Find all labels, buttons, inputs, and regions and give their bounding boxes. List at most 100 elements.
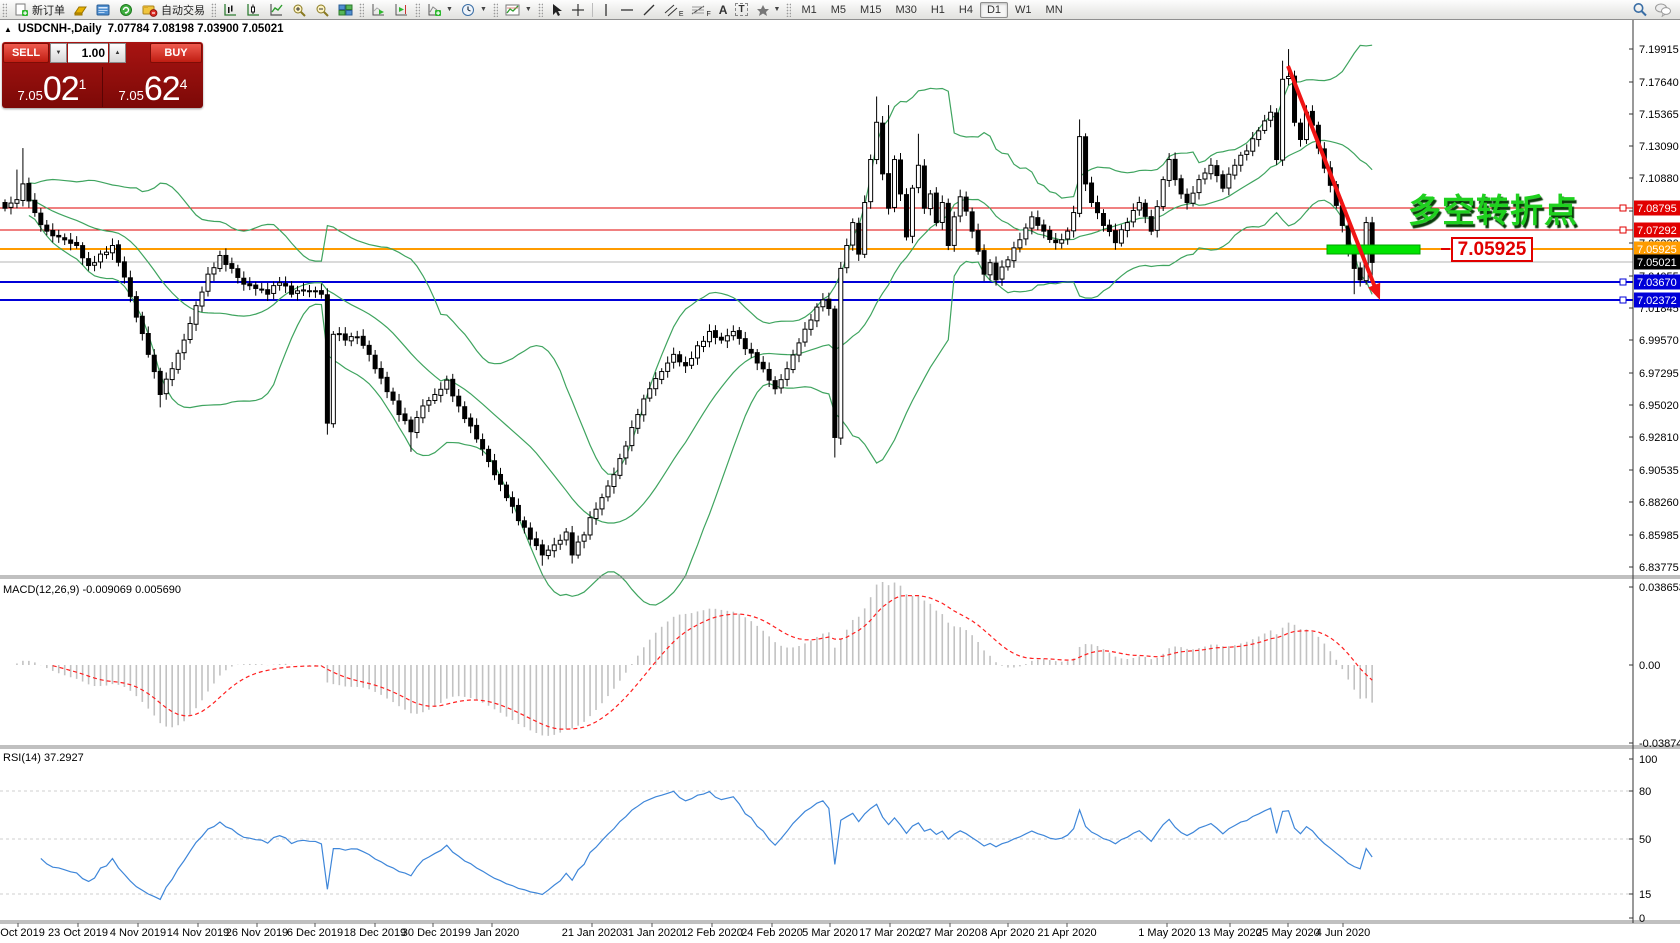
tab-timeframe-d1[interactable]: D1: [979, 1, 1009, 18]
toolbar-grip[interactable]: [492, 2, 498, 17]
candlestick-button[interactable]: [242, 0, 265, 19]
text-button[interactable]: A: [715, 0, 732, 19]
svg-text:13 May 2020: 13 May 2020: [1198, 927, 1262, 939]
svg-text:6.97295: 6.97295: [1639, 368, 1679, 380]
svg-text:6.95020: 6.95020: [1639, 400, 1679, 412]
channel-button[interactable]: E: [660, 0, 688, 19]
tab-timeframe-h4[interactable]: H4: [958, 3, 973, 16]
profiles-button[interactable]: [92, 0, 115, 19]
vertical-line-icon: [605, 3, 607, 16]
tile-windows-button[interactable]: [334, 0, 357, 19]
svg-text:0.038653: 0.038653: [1639, 582, 1680, 594]
volume-input[interactable]: [68, 43, 108, 63]
buy-price-button[interactable]: 7.05 62 4: [103, 72, 203, 107]
trendline-button[interactable]: [638, 0, 660, 19]
toolbar-grip[interactable]: [2, 2, 7, 17]
cursor-button[interactable]: [546, 0, 567, 19]
svg-text:14 Nov 2019: 14 Nov 2019: [167, 927, 229, 939]
line-chart-button[interactable]: [265, 0, 288, 19]
svg-text:6.88260: 6.88260: [1639, 497, 1679, 509]
chart-template-button[interactable]: ▼: [501, 0, 536, 19]
autotrading-icon: [142, 5, 158, 17]
zoom-in-button[interactable]: [288, 0, 311, 19]
svg-text:4 Jun 2020: 4 Jun 2020: [1316, 927, 1370, 939]
horizontal-line-button[interactable]: [616, 0, 638, 19]
tab-timeframe-w1[interactable]: W1: [1015, 3, 1032, 16]
chart-symbol-period: USDCNH-,Daily: [17, 23, 102, 35]
tab-timeframe-h1[interactable]: H1: [930, 3, 945, 16]
turning-point-annotation: 多空转折点: [1408, 192, 1578, 229]
arrows-shapes-icon: [756, 4, 769, 16]
cursor-icon: [552, 3, 562, 16]
arrows-button[interactable]: ▼: [752, 0, 785, 19]
sell-price-button[interactable]: 7.05 02 1: [2, 72, 102, 107]
svg-text:6 Dec 2019: 6 Dec 2019: [287, 927, 343, 939]
crosshair-button[interactable]: [567, 0, 589, 19]
svg-text:100: 100: [1639, 754, 1657, 766]
comments-icon[interactable]: [1654, 2, 1672, 17]
buy-price-pipette: 4: [179, 76, 188, 92]
toolbar-grip[interactable]: [537, 2, 543, 17]
rsi-panel: [0, 790, 1633, 901]
collapse-triangle-icon[interactable]: ▲: [4, 24, 12, 34]
trendline-icon: [643, 4, 655, 15]
sell-button[interactable]: SELL: [3, 43, 49, 63]
toolbar-grip[interactable]: [786, 2, 792, 17]
fibonacci-button[interactable]: F: [687, 0, 714, 19]
chart-shift-button[interactable]: [390, 0, 413, 19]
volume-decrease-button[interactable]: ▼: [50, 43, 67, 63]
svg-text:26 Nov 2019: 26 Nov 2019: [226, 927, 288, 939]
tab-timeframe-mn[interactable]: MN: [1045, 3, 1063, 16]
auto-scroll-button[interactable]: [367, 0, 390, 19]
toolbar-grip[interactable]: [415, 2, 420, 17]
chevron-down-icon: ▼: [524, 6, 532, 13]
macd-panel: [16, 582, 1373, 736]
text-label-icon: T: [735, 3, 748, 16]
svg-text:21 Apr 2020: 21 Apr 2020: [1037, 927, 1096, 939]
svg-text:6.99570: 6.99570: [1639, 335, 1679, 347]
vertical-line-button[interactable]: [596, 0, 616, 19]
search-icon[interactable]: [1632, 2, 1648, 17]
svg-text:17 Mar 2020: 17 Mar 2020: [859, 927, 921, 939]
svg-text:1 May 2020: 1 May 2020: [1138, 927, 1195, 939]
rsi-current-value: 37.2927: [43, 752, 84, 764]
toolbar-grip[interactable]: [211, 2, 216, 17]
tab-timeframe-m1[interactable]: M1: [801, 3, 817, 16]
channel-letter: E: [678, 11, 684, 18]
macd-indicator-label: MACD(12,26,9) -0.009069 0.005690: [3, 584, 181, 596]
chart-template-icon: [505, 4, 520, 15]
rsi-indicator-label: RSI(14) 37.2927: [3, 752, 84, 764]
panel-divider: [102, 67, 103, 107]
svg-text:50: 50: [1639, 834, 1651, 846]
chevron-down-icon: ▼: [773, 6, 781, 13]
svg-text:25 May 2020: 25 May 2020: [1256, 927, 1320, 939]
svg-text:31 Jan 2020: 31 Jan 2020: [622, 927, 683, 939]
svg-text:9 Jan 2020: 9 Jan 2020: [465, 927, 519, 939]
toolbar-grip[interactable]: [359, 2, 364, 17]
equidistant-channel-icon: [664, 4, 678, 16]
volume-increase-button[interactable]: ▲: [109, 43, 126, 63]
new-chart-button[interactable]: ▼: [423, 0, 457, 19]
tab-timeframe-m15[interactable]: M15: [860, 3, 882, 16]
price-level-box[interactable]: 7.05925: [1451, 237, 1533, 262]
market-gold-button[interactable]: [69, 0, 92, 19]
new-chart-icon: [428, 3, 441, 16]
text-label-button[interactable]: T: [731, 0, 751, 19]
fibonacci-icon: [692, 5, 705, 14]
navigator-button[interactable]: [115, 0, 138, 19]
svg-text:7.15365: 7.15365: [1639, 109, 1679, 121]
new-order-button[interactable]: 新订单: [10, 0, 69, 19]
bar-chart-button[interactable]: [219, 0, 242, 19]
periods-button[interactable]: ▼: [457, 0, 491, 19]
tab-timeframe-m5[interactable]: M5: [830, 3, 847, 16]
buy-button[interactable]: BUY: [150, 43, 202, 63]
tab-timeframe-m30[interactable]: M30: [895, 3, 917, 16]
toolbar-separator: [591, 2, 593, 17]
horizontal-line-icon: [620, 8, 633, 11]
svg-text:7.02372: 7.02372: [1637, 295, 1677, 307]
svg-text:7.13090: 7.13090: [1639, 141, 1679, 153]
autotrading-button[interactable]: 自动交易: [138, 0, 209, 19]
zoom-out-button[interactable]: [311, 0, 334, 19]
